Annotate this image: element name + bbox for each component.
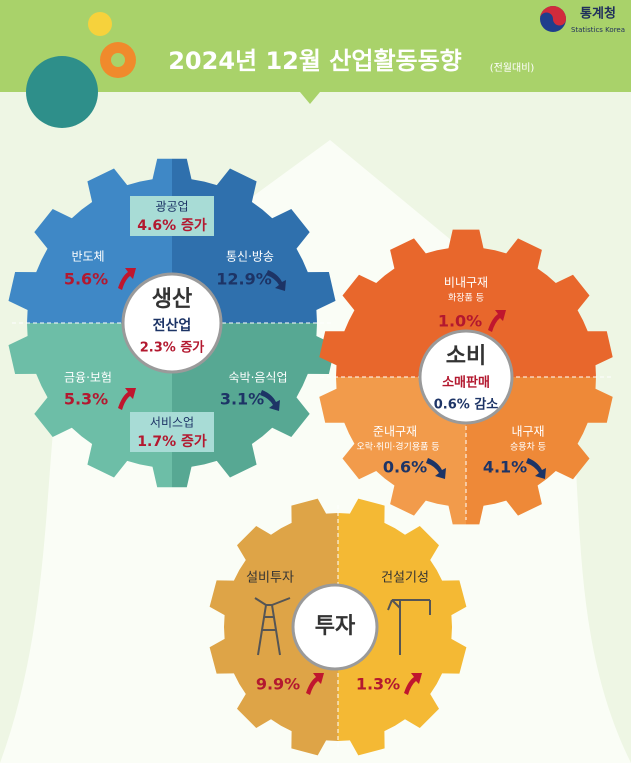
deco-gear-hole: [111, 53, 125, 67]
total-value: 0.6% 감소: [434, 398, 499, 413]
arrow-up: [306, 673, 324, 695]
arrow-down: [266, 270, 286, 291]
value: 5.3%: [64, 390, 108, 409]
label: 준내구재: [373, 425, 417, 439]
logo-mark-top: [540, 6, 566, 26]
value: 9.9%: [256, 675, 300, 694]
value: 1.3%: [356, 675, 400, 694]
label: 금융·보험: [64, 371, 112, 385]
note: 화장품 등: [448, 293, 484, 304]
pumpjack-icon: [254, 597, 291, 656]
center-circle: [121, 272, 223, 374]
arrow-up: [488, 310, 506, 332]
arrow-down: [526, 458, 546, 479]
title: 2024년 12월 산업활동동향: [168, 47, 462, 75]
gear: [466, 377, 613, 525]
subtitle: (전월대비): [490, 62, 535, 74]
label: 반도체: [71, 250, 104, 264]
value: 5.6%: [64, 270, 108, 289]
arrow-down: [426, 458, 446, 479]
crane-icon: [387, 599, 431, 655]
center-circle: [291, 583, 379, 671]
label: 설비투자: [246, 571, 294, 586]
arrow-down: [260, 390, 280, 411]
value: 1.0%: [438, 312, 482, 331]
gear-title: 투자: [315, 614, 356, 639]
deco-gear: [88, 12, 112, 36]
note: 오락·취미·경기용품 등: [356, 441, 439, 453]
total-label: 소매판매: [442, 375, 490, 391]
gear-title: 생산: [152, 287, 192, 312]
gear: [319, 229, 613, 377]
logo-text: 통계청: [580, 6, 616, 22]
label: 건설기성: [381, 571, 429, 586]
gear-title: 소비: [446, 344, 486, 369]
total-label: 전산업: [153, 317, 192, 334]
value: 4.6% 증가: [137, 218, 207, 234]
value: 12.9%: [216, 270, 272, 289]
value: 3.1%: [220, 390, 264, 409]
label: 서비스업: [150, 416, 194, 430]
center-circle: [418, 329, 514, 425]
arrow-up: [118, 388, 136, 410]
deco-gear: [26, 56, 98, 128]
label: 광공업: [155, 200, 188, 214]
label: 통신·방송: [226, 250, 274, 264]
value: 0.6%: [383, 458, 427, 477]
value: 1.7% 증가: [137, 434, 207, 450]
label: 내구재: [511, 425, 544, 439]
gear: [338, 498, 467, 756]
arrow-up: [404, 673, 422, 695]
label-box: [130, 412, 214, 452]
total-value: 2.3% 증가: [140, 341, 205, 356]
label-box: [130, 196, 214, 236]
label: 비내구재: [444, 276, 488, 290]
header-pointer: [300, 92, 320, 104]
value: 4.1%: [483, 458, 527, 477]
arrow-up: [118, 268, 136, 290]
label: 숙박·음식업: [228, 371, 287, 385]
gear: [319, 377, 466, 525]
gear: [209, 498, 338, 756]
note: 승용차 등: [510, 441, 546, 453]
logo-en: Statistics Korea: [571, 26, 625, 34]
